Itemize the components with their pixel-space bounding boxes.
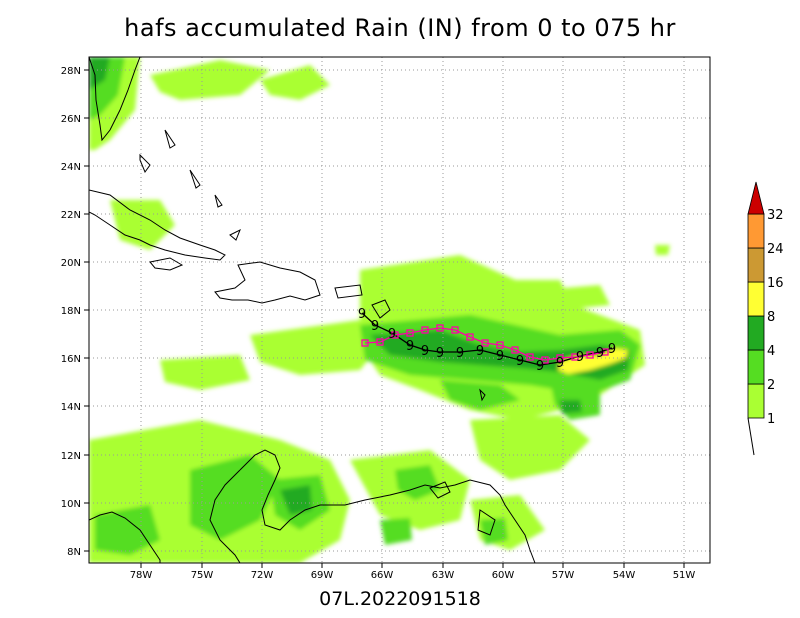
track-marker [421, 326, 429, 334]
storm-symbol: 9 [421, 344, 429, 359]
florida-coast [89, 57, 141, 142]
lat-tick-label: 26N [61, 114, 81, 125]
lon-tick-label: 78W [130, 570, 153, 581]
trinidad [429, 481, 451, 499]
lat-tick-label: 8N [67, 547, 81, 558]
bahamas-4 [214, 194, 223, 208]
coastlines [89, 57, 536, 563]
colorbar-segment [747, 349, 765, 385]
bahamas-3 [189, 169, 201, 189]
track-marker [466, 333, 474, 341]
lon-tick-label: 57W [552, 570, 575, 581]
storm-symbol: 9 [456, 346, 464, 361]
storm-symbol: 9 [556, 356, 564, 371]
observed-track-magenta [364, 327, 606, 361]
storm-symbol: 9 [406, 339, 414, 354]
lat-tick-label: 18N [61, 306, 81, 317]
track-marker [391, 331, 399, 339]
storm-symbol: 9 [496, 349, 504, 364]
storm-symbol: 9 [436, 346, 444, 361]
storm-symbol: 9 [476, 344, 484, 359]
bahamas-2 [164, 129, 176, 149]
track-marker [481, 339, 489, 347]
venezuela-coast [89, 511, 161, 563]
lon-tick-label: 54W [613, 570, 636, 581]
small-isle-1 [479, 388, 486, 402]
track-marker [601, 348, 609, 356]
track-marker [376, 338, 384, 346]
lon-tick-label: 51W [673, 570, 696, 581]
lat-tick-label: 20N [61, 258, 81, 269]
turks [229, 228, 241, 241]
storm-symbol: 9 [516, 354, 524, 369]
colorbar-label: 24 [767, 242, 784, 257]
lat-tick-label: 12N [61, 451, 81, 462]
lon-tick-label: 75W [191, 570, 214, 581]
lon-tick-label: 72W [251, 570, 274, 581]
colorbar-segment [747, 315, 765, 351]
lesser-antilles [371, 299, 391, 319]
lat-tick-label: 16N [61, 354, 81, 365]
lat-tick-label: 28N [61, 66, 81, 77]
storm-symbol: 9 [371, 319, 379, 334]
lat-tick-label: 10N [61, 499, 81, 510]
track-marker [526, 353, 534, 361]
colorbar-label: 1 [767, 412, 775, 427]
track-marker [406, 329, 414, 337]
storm-id-caption: 07L.2022091518 [319, 588, 481, 610]
cuba-coast [89, 189, 226, 261]
map-title: hafs accumulated Rain (IN) from 0 to 075… [124, 14, 676, 42]
track-marker [586, 351, 594, 359]
colorbar-segment [747, 213, 765, 249]
track-marker [361, 339, 369, 347]
bahamas-1 [139, 153, 151, 174]
lon-tick-label: 69W [311, 570, 334, 581]
track-marker [496, 341, 504, 349]
rain-shading [89, 57, 670, 563]
lat-tick-label: 24N [61, 162, 81, 173]
track-marker [541, 356, 549, 364]
storm-symbol: 9 [576, 350, 584, 365]
storm-symbol: 9 [536, 359, 544, 374]
track-marker [571, 353, 579, 361]
track-marker [436, 324, 444, 332]
lon-tick-label: 63W [432, 570, 455, 581]
lon-tick-label: 60W [492, 570, 515, 581]
colorbar-tail [747, 417, 755, 456]
track-marker [511, 346, 519, 354]
colorbar-segment [747, 281, 765, 317]
storm-symbol: 9 [608, 342, 616, 357]
track-marker [556, 354, 564, 362]
guyana [477, 509, 496, 536]
colorbar-segment [747, 383, 765, 419]
colorbar-label: 8 [767, 310, 775, 325]
colorbar-label: 2 [767, 378, 775, 393]
storm-symbol: 9 [596, 346, 604, 361]
hispaniola [214, 261, 321, 304]
lat-tick-label: 14N [61, 402, 81, 413]
inland-1 [209, 469, 241, 563]
colorbar-segment [747, 247, 765, 283]
storm-symbol: 9 [358, 307, 366, 322]
colorbar-top-triangle [747, 181, 765, 215]
colombia-coast [239, 449, 536, 563]
puerto-rico [334, 284, 363, 299]
storm-symbol: 9 [388, 327, 396, 342]
jamaica [149, 257, 184, 271]
lat-tick-label: 22N [61, 210, 81, 221]
colorbar-label: 32 [767, 208, 784, 223]
lon-tick-label: 66W [371, 570, 394, 581]
track-marker [451, 326, 459, 334]
colorbar-label: 16 [767, 276, 784, 291]
lat-lon-grid [89, 57, 710, 563]
colorbar-label: 4 [767, 344, 775, 359]
